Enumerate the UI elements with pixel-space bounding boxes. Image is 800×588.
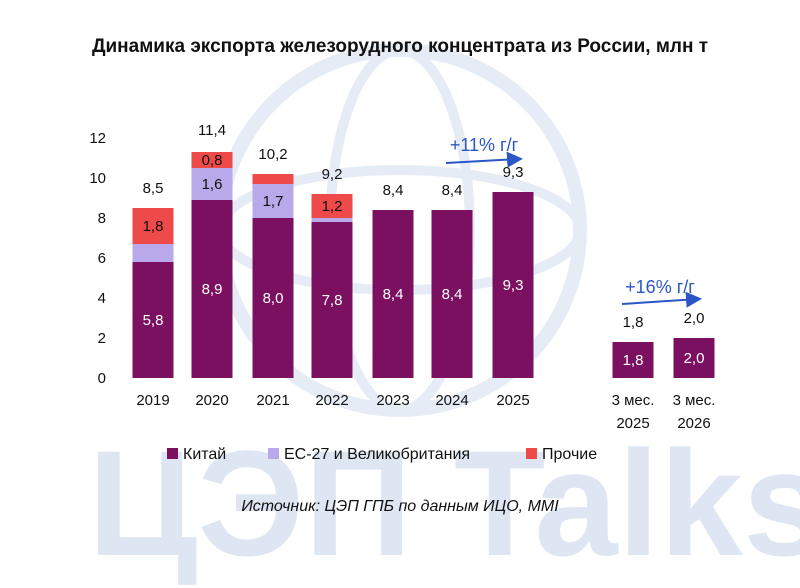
y-tick-label: 0 xyxy=(98,370,106,387)
growth-label-annual: +11% г/г xyxy=(450,135,519,155)
total-value-label: 8,5 xyxy=(143,180,164,197)
total-value-label: 2,0 xyxy=(684,310,705,327)
bar-segment-china xyxy=(431,210,473,378)
bar-segment-china xyxy=(612,342,654,378)
y-tick-label: 10 xyxy=(89,170,106,187)
segment-value-label: 8,4 xyxy=(383,286,404,303)
segment-value-label: 1,6 xyxy=(202,176,223,193)
segment-value-label: 8,9 xyxy=(202,281,223,298)
chart-title: Динамика экспорта железорудного концентр… xyxy=(92,36,708,57)
segment-value-label: 1,2 xyxy=(322,198,343,215)
x-tick-label: 3 мес. xyxy=(673,392,716,409)
legend-swatch-eu xyxy=(268,448,279,459)
total-value-label: 9,3 xyxy=(503,164,524,181)
x-tick-label: 2019 xyxy=(136,392,169,409)
segment-value-label: 5,8 xyxy=(143,312,164,329)
bar-segment-eu xyxy=(252,184,294,218)
segment-value-label: 7,8 xyxy=(322,292,343,309)
legend-swatch-other xyxy=(526,448,537,459)
total-value-label: 8,4 xyxy=(442,182,463,199)
bar-segment-china xyxy=(492,192,534,378)
bar-segment-eu xyxy=(311,218,353,222)
legend: Китай ЕС-27 и Великобритания Прочие xyxy=(167,446,597,463)
x-tick-label: 3 мес. xyxy=(612,392,655,409)
x-tick-label: 2021 xyxy=(256,392,289,409)
y-tick-label: 8 xyxy=(98,210,106,227)
legend-label-other: Прочие xyxy=(542,446,597,463)
bar-segment-eu xyxy=(132,244,174,262)
legend-label-eu: ЕС-27 и Великобритания xyxy=(284,446,470,463)
segment-value-label: 8,4 xyxy=(442,286,463,303)
plot-area: 0 2 4 6 8 10 12 5,8 1,8 8,5 2019 8,9 1,6 0,8 11,4 2020 8… xyxy=(89,122,715,432)
x-tick-label: 2022 xyxy=(315,392,348,409)
total-value-label: 8,4 xyxy=(383,182,404,199)
x-tick-label: 2025 xyxy=(616,415,649,432)
x-tick-label: 2024 xyxy=(435,392,468,409)
total-value-label: 1,8 xyxy=(623,314,644,331)
bar-segment-china xyxy=(311,222,353,378)
growth-annotation-quarter: +16% г/г xyxy=(621,277,702,308)
y-tick-label: 12 xyxy=(89,130,106,147)
bar-segment-other xyxy=(132,208,174,244)
total-value-label: 10,2 xyxy=(258,146,287,163)
bar-segment-eu xyxy=(191,168,233,200)
growth-arrow-annual xyxy=(445,151,523,168)
total-value-label: 11,4 xyxy=(198,122,226,139)
source-note: Источник: ЦЭП ГПБ по данным ИЦО, ММІ xyxy=(241,498,559,515)
y-tick-label: 4 xyxy=(98,290,106,307)
x-tick-label: 2025 xyxy=(496,392,529,409)
y-tick-label: 2 xyxy=(98,330,106,347)
segment-value-label: 0,8 xyxy=(202,152,223,169)
y-tick-label: 6 xyxy=(98,250,106,267)
bar-segment-other xyxy=(191,152,233,168)
x-tick-label: 2023 xyxy=(376,392,409,409)
bar-segment-other xyxy=(311,194,353,218)
bar-segment-china xyxy=(191,200,233,378)
watermark-text: ЦЭП Talks xyxy=(88,419,800,587)
x-tick-label: 2020 xyxy=(195,392,228,409)
segment-value-label: 8,0 xyxy=(263,290,284,307)
segment-value-label: 1,8 xyxy=(143,218,164,235)
bar-segment-china xyxy=(673,338,715,378)
growth-label-quarter: +16% г/г xyxy=(625,277,695,297)
bar-segment-china xyxy=(132,262,174,378)
segment-value-label: 9,3 xyxy=(503,277,524,294)
segment-value-label: 1,8 xyxy=(623,352,644,369)
legend-label-china: Китай xyxy=(183,446,226,463)
segment-value-label: 1,7 xyxy=(263,193,284,210)
total-value-label: 9,2 xyxy=(322,166,343,183)
bar-segment-china xyxy=(372,210,414,378)
bar-segment-other xyxy=(252,174,294,184)
x-tick-label: 2026 xyxy=(677,415,710,432)
legend-swatch-china xyxy=(167,448,178,459)
bar-segment-china xyxy=(252,218,294,378)
growth-arrow-quarter xyxy=(621,291,702,308)
segment-value-label: 2,0 xyxy=(684,350,705,367)
watermark: ЦЭП Talks xyxy=(88,43,800,587)
growth-annotation-annual: +11% г/г xyxy=(445,135,523,168)
